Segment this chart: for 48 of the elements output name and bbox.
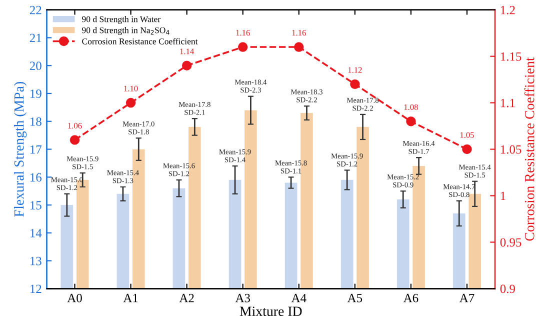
point [126, 98, 136, 108]
point [70, 135, 80, 145]
x-tick-label: A5 [347, 294, 362, 302]
y-tick-label: 15 [30, 201, 42, 210]
data-label: 1.10 [124, 86, 138, 92]
y2-axis-title: Corrosion Resistance Coefficient [524, 57, 534, 241]
x-tick-label: A0 [67, 294, 82, 302]
y2-tick-label: 1.2 [500, 6, 515, 14]
x-axis-title: Mixture ID [240, 306, 302, 316]
y-tick-label: 14 [30, 228, 42, 238]
y2-tick-label: 1.05 [500, 145, 522, 154]
x-tick-label: A2 [179, 294, 194, 302]
y2-tick-label: 1.1 [500, 98, 515, 108]
y-tick-label: 18 [30, 117, 42, 126]
y2-tick-label: 0.9 [500, 284, 515, 294]
y-tick-label: 13 [30, 256, 42, 266]
point [182, 60, 192, 70]
point [406, 116, 416, 126]
y-tick-label: 22 [30, 6, 42, 14]
y-tick-label: 19 [30, 90, 42, 98]
data-label: 1.14 [180, 48, 194, 54]
point [294, 42, 304, 52]
data-label: 1.08 [404, 104, 418, 110]
y-tick-label: 12 [30, 284, 42, 293]
legend-label: Corrosion Resistance Coefficient [82, 38, 198, 44]
x-tick-label: A3 [235, 294, 250, 302]
y2-tick-label: 0.95 [500, 238, 522, 247]
x-tick-label: A1 [123, 294, 138, 302]
data-label: 1.05 [460, 132, 474, 138]
point [350, 79, 360, 90]
y-tick-label: 21 [30, 34, 42, 42]
x-tick-label: A7 [459, 294, 474, 302]
data-label: 1.16 [236, 30, 250, 36]
y-tick-label: 20 [30, 62, 42, 70]
legend-label: 90 d Strength in Na$_{2}$SO$_{4}$ [82, 27, 170, 35]
y-tick-label: 16 [30, 173, 42, 182]
y2-tick-label: 1 [500, 192, 506, 200]
data-label: 1.12 [348, 67, 362, 73]
y-tick-label: 17 [30, 145, 42, 154]
y2-tick-label: 1.15 [500, 52, 522, 61]
x-tick-label: A6 [403, 294, 418, 302]
legend-label: 90 d Strength in Water [82, 16, 161, 24]
point [462, 144, 472, 154]
y-axis-title: Flexural Strength (MPa) [14, 82, 27, 217]
x-tick-label: A4 [291, 294, 306, 302]
data-label: 1.06 [68, 122, 82, 129]
data-label: 1.16 [292, 30, 306, 36]
point [238, 42, 248, 52]
